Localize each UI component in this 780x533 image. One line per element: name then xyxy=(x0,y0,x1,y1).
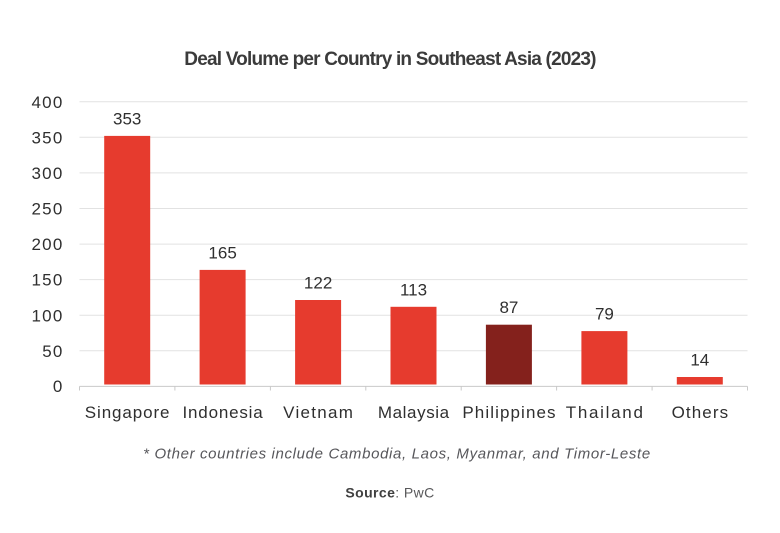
svg-text:Others: Others xyxy=(672,403,730,422)
svg-text:Singapore: Singapore xyxy=(85,403,171,422)
svg-text:* Other countries include Camb: * Other countries include Cambodia, Laos… xyxy=(143,446,651,463)
svg-text:250: 250 xyxy=(32,200,64,219)
svg-text:100: 100 xyxy=(32,306,64,325)
svg-text:Vietnam: Vietnam xyxy=(283,403,354,422)
svg-text:400: 400 xyxy=(32,93,64,112)
svg-text:14: 14 xyxy=(690,351,709,370)
svg-text:Malaysia: Malaysia xyxy=(378,403,450,422)
svg-text:Thailand: Thailand xyxy=(566,403,645,422)
svg-text:113: 113 xyxy=(400,280,427,299)
svg-text:87: 87 xyxy=(499,298,518,317)
svg-text:Source: PwC: Source: PwC xyxy=(345,485,434,501)
svg-text:Deal Volume per Country in Sou: Deal Volume per Country in Southeast Asi… xyxy=(184,49,596,70)
svg-text:300: 300 xyxy=(32,164,64,183)
svg-text:150: 150 xyxy=(32,271,64,290)
svg-text:200: 200 xyxy=(32,235,64,254)
svg-text:353: 353 xyxy=(113,109,141,128)
svg-text:79: 79 xyxy=(595,305,614,324)
svg-text:Philippines: Philippines xyxy=(462,403,556,422)
svg-text:122: 122 xyxy=(304,274,332,293)
svg-text:Indonesia: Indonesia xyxy=(183,403,264,422)
svg-text:0: 0 xyxy=(53,377,64,396)
svg-text:50: 50 xyxy=(42,342,63,361)
svg-text:350: 350 xyxy=(32,128,64,147)
svg-text:165: 165 xyxy=(208,243,236,262)
